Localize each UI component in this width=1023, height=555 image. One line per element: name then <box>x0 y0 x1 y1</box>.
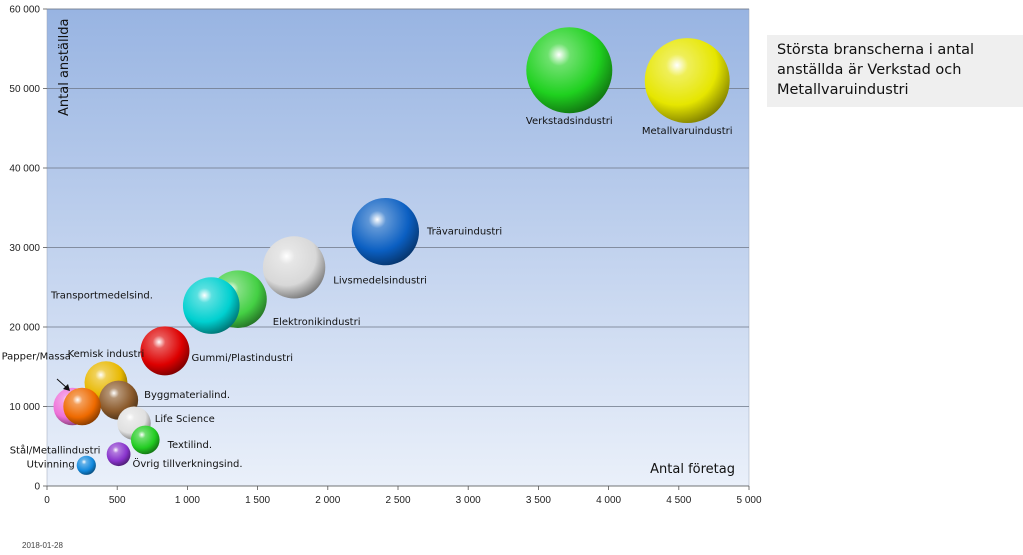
y-tick-label: 60 000 <box>9 5 40 16</box>
bubble-label-kemisk-industri: Kemisk industri <box>68 349 145 360</box>
papper-massa-arrowhead <box>63 384 70 391</box>
bubble-label-livsmedelsindustri: Livsmedelsindustri <box>333 275 427 286</box>
bubbles <box>53 27 730 475</box>
bubble-metallvaruindustri <box>644 38 730 124</box>
x-tick-label: 500 <box>109 495 126 506</box>
bubble-textilind <box>130 425 160 455</box>
x-axis-title: Antal företag <box>650 462 735 477</box>
y-tick-label: 20 000 <box>9 323 40 334</box>
bubble-livsmedelsindustri <box>262 236 326 299</box>
x-tick-label: 0 <box>44 495 50 506</box>
x-tick-label: 4 500 <box>666 495 691 506</box>
footer-date: 2018-01-28 <box>22 541 63 550</box>
x-tick-label: 5 000 <box>736 495 761 506</box>
bubble-label-verkstadsindustri: Verkstadsindustri <box>526 116 613 127</box>
bubble-label-utvinning: Utvinning <box>27 459 75 470</box>
bubble-label-metallvaruindustri: Metallvaruindustri <box>642 126 733 137</box>
bubble-label-stal-metallindustri: Stål/Metallindustri <box>10 443 101 456</box>
bubble-label-life-science: Life Science <box>155 414 215 425</box>
bubble-label-byggmaterialind: Byggmaterialind. <box>144 390 230 401</box>
bubble-label-gummi-plastindustri: Gummi/Plastindustri <box>191 353 293 364</box>
bubble-transportmedelsind <box>182 277 240 334</box>
x-tick-label: 2 500 <box>385 495 410 506</box>
y-tick-label: 10 000 <box>9 402 40 413</box>
bubble-label-textilind: Textilind. <box>167 440 212 451</box>
axes: 0 10 000 20 000 30 000 40 000 50 000 60 000 0 50… <box>9 5 762 507</box>
bubble-utvinning <box>76 455 96 475</box>
bubble-label-travaruindustri: Trävaruindustri <box>426 227 502 238</box>
y-axis-title: Antal anställda <box>57 19 72 116</box>
y-tick-label: 40 000 <box>9 164 40 175</box>
bubble-label-elektronikindustri: Elektronikindustri <box>273 317 361 328</box>
x-tick-label: 4 000 <box>596 495 621 506</box>
x-tick-label: 2 000 <box>315 495 340 506</box>
y-tick-label: 0 <box>34 482 40 493</box>
bubble-label-papper-massa: Papper/Massa <box>2 352 71 363</box>
bubble-label-ovrig-tillverkningsind: Övrig tillverkningsind. <box>132 457 242 470</box>
bubble-verkstadsindustri <box>526 27 613 114</box>
bubble-gummi-plastindustri <box>140 326 190 376</box>
bubble-label-transportmedelsind: Transportmedelsind. <box>50 291 153 302</box>
x-tick-label: 3 000 <box>456 495 481 506</box>
bubble-travaruindustri <box>351 197 419 266</box>
y-tick-label: 50 000 <box>9 84 40 95</box>
papper-massa-arrow <box>56 378 68 389</box>
bubble-ovrig-tillverkningsind <box>106 442 131 467</box>
bubble-labels: Verkstadsindustri Metallvaruindustri Träva… <box>2 116 733 470</box>
x-tick-label: 3 500 <box>526 495 551 506</box>
x-tick-label: 1 500 <box>245 495 270 506</box>
bubble-stal-metallindustri <box>63 387 101 426</box>
callout-box: Största branscherna i antal anställda är… <box>767 35 1023 107</box>
x-tick-label: 1 000 <box>175 495 200 506</box>
callout-text: Största branscherna i antal anställda är… <box>777 42 975 98</box>
y-tick-label: 30 000 <box>9 243 40 254</box>
